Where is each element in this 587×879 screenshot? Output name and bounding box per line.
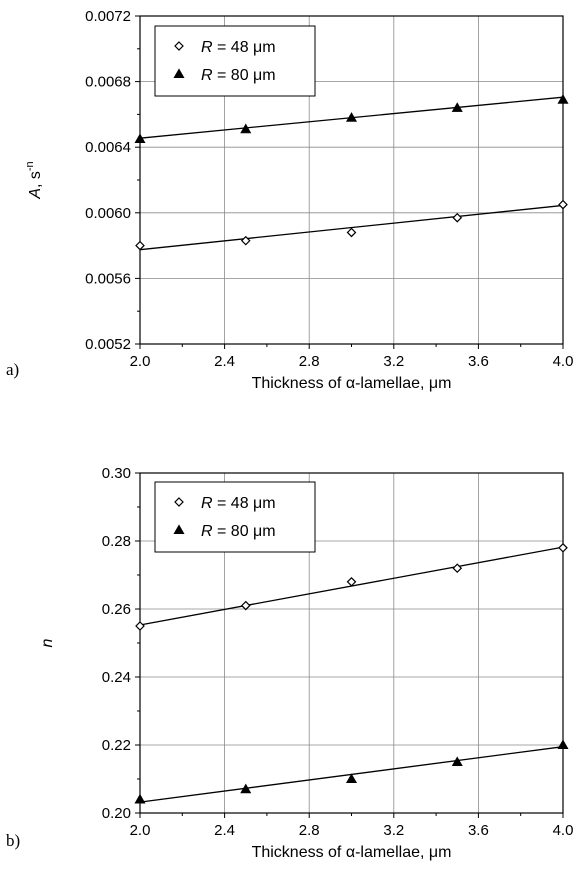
panel-label: b) [6, 831, 20, 850]
y-tick-label: 0.0060 [85, 205, 131, 222]
y-tick-label: 0.30 [102, 465, 131, 482]
data-point-r80 [345, 773, 358, 784]
data-point-r48 [346, 227, 357, 238]
fit-line-r48 [139, 204, 564, 251]
y-tick-label: 0.20 [102, 805, 131, 822]
legend-marker-r48 [174, 497, 184, 507]
panel-label: a) [6, 360, 19, 379]
y-tick-label: 0.22 [102, 737, 131, 754]
legend-label-r48: R = 48 μm [201, 495, 276, 512]
x-tick-label: 3.2 [383, 822, 404, 839]
legend-marker-r48 [174, 41, 184, 51]
chart-panel-a: 2.0 2.4 2.8 3.2 3.6 4.0 0.0052 0.0056 0.0060 0.00… [6, 8, 573, 392]
legend-label-r48: R = 48 μm [201, 39, 276, 56]
y-tick-label: 0.0068 [85, 74, 131, 91]
data-point-r80 [345, 112, 358, 122]
data-point-r48 [240, 600, 251, 611]
y-tick-label: 0.0056 [85, 270, 131, 287]
x-tick-label: 4.0 [553, 353, 574, 370]
y-axis-label: n [39, 638, 56, 647]
chart-panel-b: 2.0 2.4 2.8 3.2 3.6 4.0 0.20 0.22 0.24 0.26 0.28 0.… [6, 465, 573, 861]
y-tick-label: 0.28 [102, 533, 131, 550]
legend: R = 48 μm R = 80 μm [154, 481, 316, 553]
data-point-r80 [134, 793, 146, 804]
data-point-r80 [240, 123, 252, 134]
data-point-r80 [240, 783, 252, 794]
y-tick-label: 0.26 [102, 601, 131, 618]
legend-marker-r80 [173, 524, 185, 535]
data-point-r80 [557, 94, 569, 104]
legend-box [154, 25, 316, 97]
y-tick-label: 0.24 [102, 669, 131, 686]
x-tick-label: 2.0 [130, 353, 151, 370]
data-point-r48 [240, 235, 251, 246]
data-point-r48 [452, 563, 463, 574]
x-tick-label: 3.2 [383, 353, 404, 370]
legend: R = 48 μm R = 80 μm [154, 25, 316, 97]
x-tick-label: 2.4 [214, 822, 235, 839]
x-tick-label: 2.0 [130, 822, 151, 839]
data-point-r80 [451, 756, 463, 767]
legend-label-r80: R = 80 μm [201, 523, 276, 540]
data-point-r48 [558, 542, 568, 553]
x-tick-label: 2.8 [299, 353, 320, 370]
data-point-r80 [557, 739, 569, 750]
x-tick-label: 4.0 [553, 822, 574, 839]
y-axis-label: A, s-n [24, 161, 44, 199]
x-tick-label: 2.4 [214, 353, 235, 370]
data-point-r48 [346, 576, 357, 587]
y-tick-label: 0.0072 [85, 8, 131, 25]
legend-marker-r80 [173, 68, 185, 79]
x-tick-label: 3.6 [468, 353, 489, 370]
x-tick-label: 3.6 [468, 822, 489, 839]
legend-label-r80: R = 80 μm [201, 67, 276, 84]
x-tick-label: 2.8 [299, 822, 320, 839]
data-point-r48 [452, 212, 463, 223]
y-tick-label: 0.0052 [85, 336, 131, 353]
x-axis-label: Thickness of α-lamellae, μm [252, 844, 452, 861]
x-axis-label: Thickness of α-lamellae, μm [252, 375, 452, 392]
data-point-r80 [134, 133, 146, 144]
data-point-r80 [451, 102, 463, 112]
y-tick-label: 0.0064 [85, 139, 131, 156]
data-point-r48 [558, 199, 568, 210]
data-point-r48 [135, 240, 145, 251]
legend-box [154, 481, 316, 553]
data-point-r48 [135, 621, 145, 631]
